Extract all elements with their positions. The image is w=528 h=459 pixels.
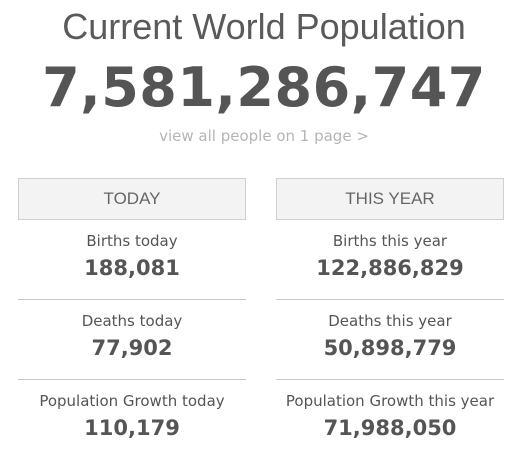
stat-value: 110,179 (84, 416, 180, 440)
stat-item: Births today 188,081 (18, 220, 246, 300)
stat-label: Births this year (332, 232, 448, 250)
stat-label: Deaths today (81, 312, 183, 330)
stat-item: Population Growth this year 71,988,050 (276, 380, 504, 459)
title: Current World Population (62, 6, 466, 47)
stat-value: 77,902 (91, 336, 173, 360)
column-heading: THIS YEAR (276, 178, 504, 220)
view-all-link[interactable]: view all people on 1 page > (159, 127, 369, 145)
stats-column: THIS YEAR Births this year 122,886,829 Deat… (276, 178, 504, 459)
column-heading: TODAY (18, 178, 246, 220)
stat-value: 188,081 (84, 256, 180, 280)
stat-value: 122,886,829 (316, 256, 464, 280)
stat-value: 50,898,779 (323, 336, 457, 360)
stat-label: Population Growth today (39, 392, 225, 410)
stat-label: Births today (86, 232, 178, 250)
stat-label: Population Growth this year (285, 392, 495, 410)
stat-item: Deaths this year 50,898,779 (276, 300, 504, 380)
stat-item: Deaths today 77,902 (18, 300, 246, 380)
population-counter: 7,581,286,747 (42, 56, 486, 119)
stat-item: Births this year 122,886,829 (276, 220, 504, 300)
stat-value: 71,988,050 (323, 416, 457, 440)
stat-item: Population Growth today 110,179 (18, 380, 246, 459)
stat-label: Deaths this year (328, 312, 452, 330)
stats-column: TODAY Births today 188,081 Deaths today 77,9… (18, 178, 246, 459)
